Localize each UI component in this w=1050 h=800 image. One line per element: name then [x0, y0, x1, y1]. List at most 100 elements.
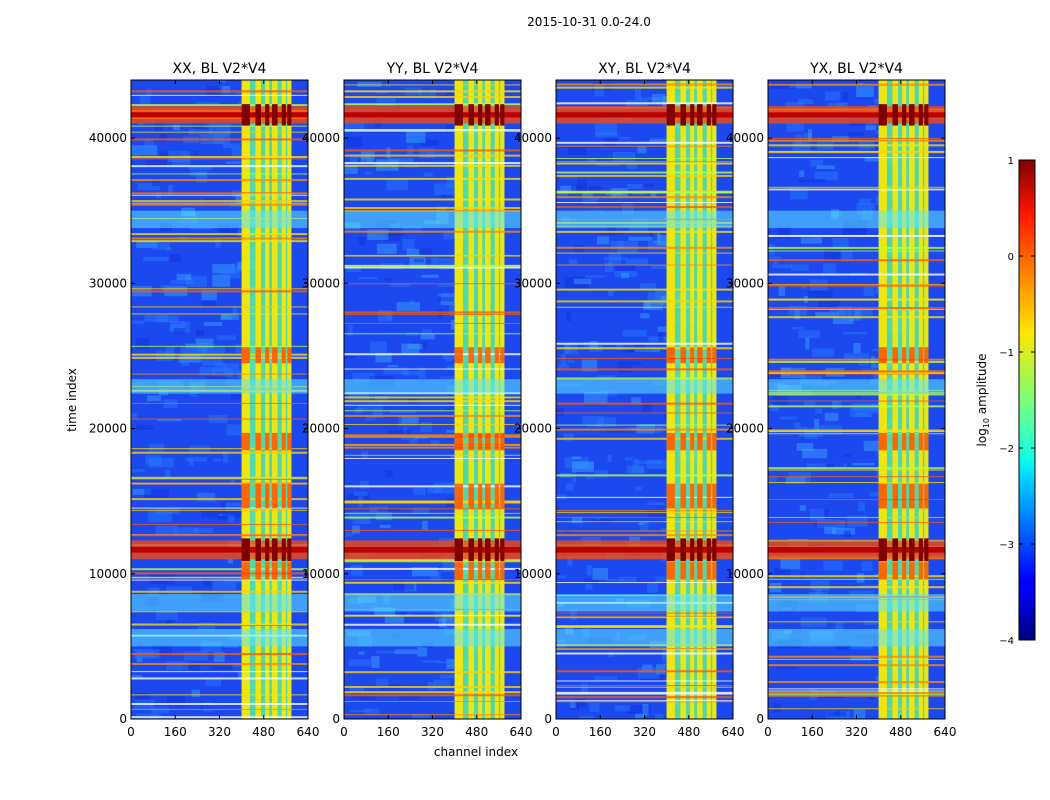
flagged-row [556, 300, 733, 303]
noise-patch [388, 159, 414, 163]
noise-patch [634, 88, 642, 101]
noise-patch [647, 292, 669, 304]
rfi-patch [690, 347, 695, 364]
noise-patch [361, 451, 368, 459]
rfi-cell [924, 538, 929, 562]
rfi-patch [265, 432, 270, 451]
noise-patch [398, 696, 421, 700]
noise-patch [856, 203, 875, 214]
flagged-stripe [768, 594, 945, 612]
flagged-row [768, 284, 945, 286]
flagged-stripe [344, 594, 521, 612]
noise-patch [872, 348, 884, 352]
y-tick-label: 20000 [302, 422, 340, 436]
rfi-patch [706, 562, 711, 580]
x-tick-label: 160 [801, 725, 824, 739]
noise-patch [196, 171, 208, 183]
flagged-row [131, 158, 308, 160]
noise-patch [406, 248, 420, 257]
noise-patch [856, 392, 862, 399]
x-tick-label: 640 [722, 725, 745, 739]
noise-patch [631, 466, 645, 474]
noise-patch [440, 571, 463, 582]
noise-patch [418, 367, 426, 379]
rfi-patch [265, 483, 270, 509]
noise-patch [824, 412, 839, 422]
rfi-patch [680, 562, 686, 580]
noise-patch [791, 327, 804, 330]
noise-patch [409, 257, 426, 269]
noise-patch [565, 483, 574, 491]
flagged-row [344, 686, 521, 689]
noise-patch [147, 395, 162, 402]
flagged-row [556, 521, 733, 523]
y-tick-label: 10000 [302, 567, 340, 581]
noise-patch [407, 343, 423, 350]
noise-patch [173, 328, 186, 335]
noise-patch [627, 427, 643, 431]
noise-patch [232, 307, 238, 315]
flagged-stripe [768, 210, 945, 229]
flagged-row [768, 431, 945, 433]
noise-patch [812, 348, 835, 357]
flagged-row [344, 177, 521, 180]
flagged-row [344, 581, 521, 584]
rfi-cell [255, 538, 261, 562]
noise-patch [156, 191, 162, 199]
noise-patch [438, 618, 447, 628]
noise-patch [364, 708, 380, 715]
band-column [494, 80, 499, 719]
rfi-cell [712, 538, 717, 562]
noise-patch [358, 276, 379, 280]
rfi-cell [697, 538, 703, 562]
flagged-row [344, 265, 521, 268]
flagged-row [131, 572, 308, 575]
rfi-cell [924, 104, 929, 126]
noise-patch [170, 320, 186, 333]
noise-patch [350, 709, 371, 713]
rfi-cell [287, 538, 292, 562]
noise-patch [805, 337, 810, 350]
noise-patch [650, 191, 657, 198]
x-axis-label: channel index [434, 745, 518, 759]
rfi-patch [690, 562, 695, 580]
noise-patch [385, 470, 393, 478]
noise-patch [389, 157, 413, 164]
noise-patch [232, 263, 249, 273]
noise-patch [618, 361, 641, 373]
noise-patch [814, 419, 820, 431]
noise-patch [136, 655, 143, 663]
rfi-patch [909, 483, 915, 509]
rfi-patch [265, 347, 270, 364]
flagged-row [131, 165, 308, 168]
noise-patch [212, 367, 233, 377]
noise-patch [392, 582, 415, 591]
flagged-stripe [131, 594, 308, 612]
noise-patch [227, 313, 236, 317]
flagged-row [556, 437, 733, 440]
rfi-patch [924, 432, 929, 451]
rfi-cell [878, 104, 887, 126]
rfi-cell [494, 538, 499, 562]
noise-patch [220, 502, 227, 512]
colorbar-ticks: 1 0 −1 −2 −3 −4 [999, 156, 1035, 647]
flagged-row [344, 700, 521, 702]
flagged-row [344, 567, 521, 570]
noise-patch [832, 135, 849, 142]
noise-patch [619, 576, 637, 583]
noise-patch [569, 702, 579, 710]
noise-patch [422, 660, 441, 663]
y-tick-label: 20000 [726, 422, 764, 436]
flagged-row [768, 521, 945, 523]
noise-patch [215, 238, 221, 249]
flagged-row [131, 577, 308, 579]
noise-patch [171, 155, 191, 166]
rfi-cell [902, 538, 907, 562]
noise-patch [147, 511, 172, 523]
flagged-row [556, 691, 733, 694]
noise-patch [374, 607, 396, 617]
noise-patch [223, 645, 239, 648]
noise-patch [798, 330, 821, 339]
flagged-row [344, 404, 521, 406]
noise-patch [167, 696, 186, 706]
